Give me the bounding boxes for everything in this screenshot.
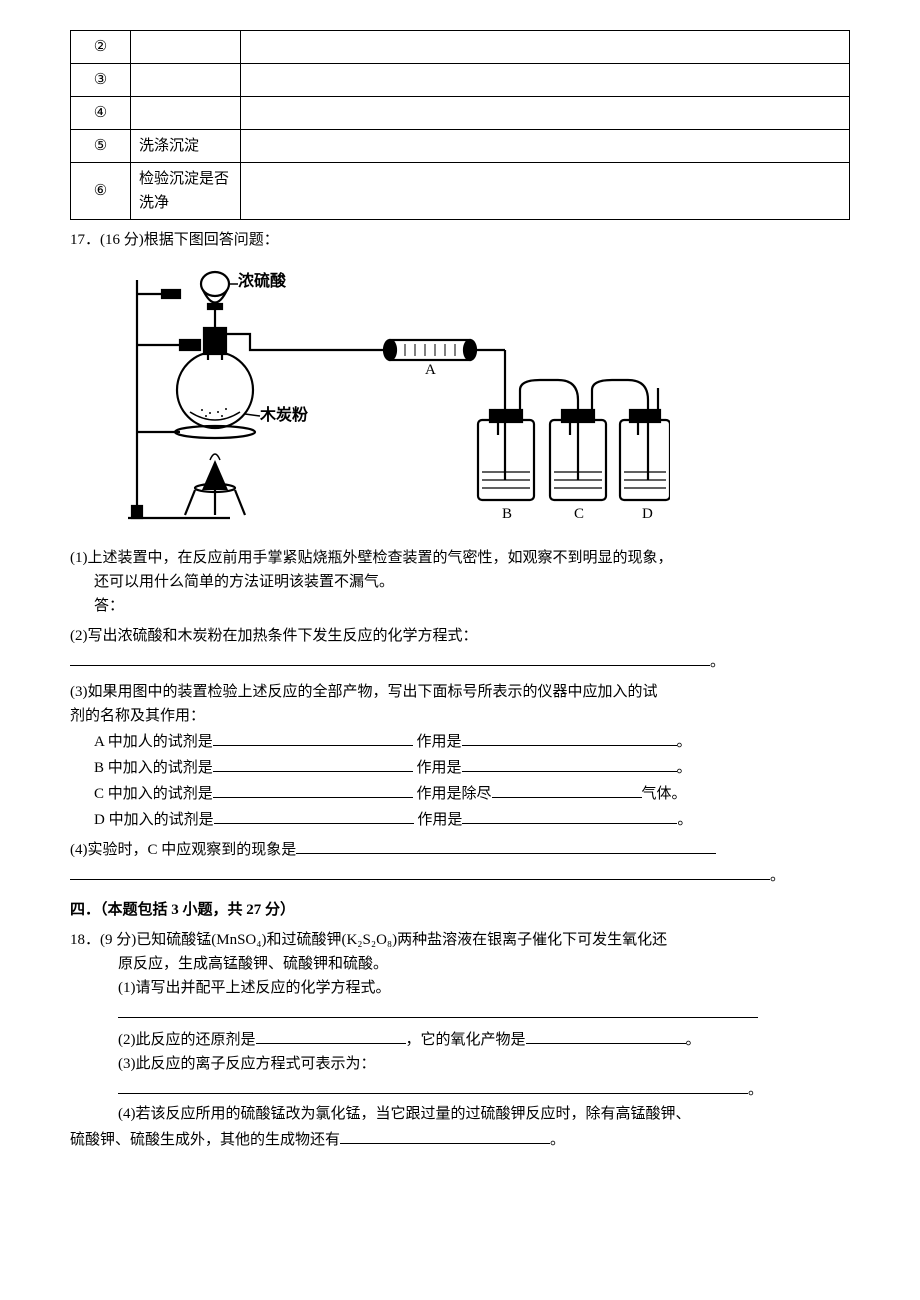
label-text: 作用是 [417, 734, 462, 750]
q17-p2-blank: 。 [70, 650, 850, 674]
row-desc [241, 97, 850, 130]
row-num: ③ [71, 64, 131, 97]
section4-title: 四．（本题包括 3 小题，共 27 分） [70, 898, 850, 922]
q18-p3: (3)此反应的离子反应方程式可表示为： [70, 1052, 850, 1076]
row-label [131, 64, 241, 97]
q17-p3-l2: 剂的名称及其作用： [70, 704, 850, 728]
row-label [131, 31, 241, 64]
label-text: (2)此反应的还原剂是 [118, 1032, 256, 1048]
row-num: ② [71, 31, 131, 64]
row-desc [241, 163, 850, 220]
period: 。 [677, 734, 692, 750]
q18-p4-l2: 硫酸钾、硫酸生成外，其他的生成物还有 。 [70, 1128, 850, 1152]
q17-p2: (2)写出浓硫酸和木炭粉在加热条件下发生反应的化学方程式： [70, 624, 850, 648]
steps-table: ② ③ ④ ⑤ 洗涤沉淀 ⑥ 检验沉淀是否洗净 [70, 30, 850, 220]
label-text: D 中加入的试剂是 [94, 812, 214, 828]
row-desc [241, 130, 850, 163]
row-desc [241, 64, 850, 97]
q18-p1-blank [70, 1002, 850, 1026]
row-label [131, 97, 241, 130]
q17-p4-blank2: 。 [70, 864, 850, 888]
row-num: ⑤ [71, 130, 131, 163]
row-label: 洗涤沉淀 [131, 130, 241, 163]
period: 。 [748, 1082, 763, 1098]
q18-heading-l2: 原反应，生成高锰酸钾、硫酸钾和硫酸。 [70, 952, 850, 976]
period: 气体。 [642, 786, 687, 802]
period: 。 [770, 868, 785, 884]
q17-p3-C: C 中加入的试剂是 作用是除尽 气体。 [70, 782, 850, 806]
q17-p3-A: A 中加人的试剂是 作用是 。 [70, 730, 850, 754]
period: 。 [677, 812, 692, 828]
period: 。 [686, 1032, 701, 1048]
label-text: A 中加人的试剂是 [94, 734, 213, 750]
label-text: 作用是 [417, 812, 462, 828]
apparatus-diagram: 浓硫酸 木炭粉 [110, 260, 850, 538]
table-row: ⑤ 洗涤沉淀 [71, 130, 850, 163]
table-row: ④ [71, 97, 850, 130]
q17-p1-answer-label: 答： [70, 594, 850, 618]
q17-heading: 17．(16 分)根据下图回答问题： [70, 228, 850, 252]
q18-heading-l1: 18．(9 分)已知硫酸锰(MnSO₄)和过硫酸钾(K₂S₂O₈)两种盐溶液在银… [70, 928, 850, 952]
q18-p4-l1: (4)若该反应所用的硫酸锰改为氯化锰，当它跟过量的过硫酸钾反应时，除有高锰酸钾、 [70, 1102, 850, 1126]
apparatus-svg-icon: 浓硫酸 木炭粉 [110, 260, 670, 530]
row-num: ④ [71, 97, 131, 130]
period: 。 [677, 760, 692, 776]
svg-text:D: D [642, 506, 653, 522]
label-text: C 中加入的试剂是 [94, 786, 213, 802]
row-num: ⑥ [71, 163, 131, 220]
q17-p3-l1: (3)如果用图中的装置检验上述反应的全部产物，写出下面标号所表示的仪器中应加入的… [70, 680, 850, 704]
label-text: 作用是 [417, 760, 462, 776]
q17-p4: (4)实验时，C 中应观察到的现象是 [70, 838, 850, 862]
label-text: 硫酸钾、硫酸生成外，其他的生成物还有 [70, 1132, 340, 1148]
period: 。 [550, 1132, 565, 1148]
period: 。 [710, 654, 725, 670]
q18-p3-blank: 。 [70, 1078, 850, 1102]
q18-p1: (1)请写出并配平上述反应的化学方程式。 [70, 976, 850, 1000]
table-row: ③ [71, 64, 850, 97]
q17-p1-l2: 还可以用什么简单的方法证明该装置不漏气。 [70, 570, 850, 594]
q17-p3-D: D 中加入的试剂是 作用是 。 [70, 808, 850, 832]
svg-text:B: B [502, 506, 512, 522]
svg-text:A: A [425, 362, 436, 378]
q18-p2: (2)此反应的还原剂是 ，它的氧化产物是 。 [70, 1028, 850, 1052]
svg-text:木炭粉: 木炭粉 [259, 405, 308, 424]
table-row: ② [71, 31, 850, 64]
label-text: ，它的氧化产物是 [406, 1032, 526, 1048]
svg-text:浓硫酸: 浓硫酸 [238, 271, 287, 290]
svg-text:C: C [574, 506, 584, 522]
q17-p3-B: B 中加入的试剂是 作用是 。 [70, 756, 850, 780]
row-desc [241, 31, 850, 64]
row-label: 检验沉淀是否洗净 [131, 163, 241, 220]
label-text: (4)实验时，C 中应观察到的现象是 [70, 842, 296, 858]
label-text: 作用是除尽 [417, 786, 492, 802]
label-text: B 中加入的试剂是 [94, 760, 213, 776]
q17-p1-l1: (1)上述装置中，在反应前用手掌紧贴烧瓶外壁检查装置的气密性，如观察不到明显的现… [70, 546, 850, 570]
table-row: ⑥ 检验沉淀是否洗净 [71, 163, 850, 220]
